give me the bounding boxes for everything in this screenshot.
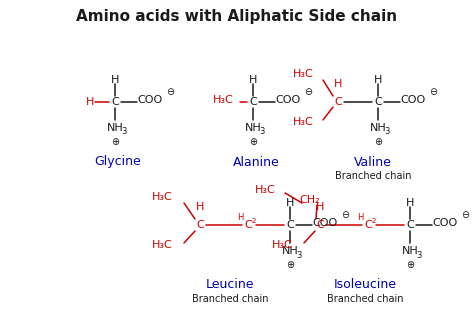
Text: C: C bbox=[406, 220, 414, 230]
Text: H₃C: H₃C bbox=[152, 240, 173, 250]
Text: 3: 3 bbox=[121, 128, 127, 137]
Text: C: C bbox=[286, 220, 294, 230]
Text: Alanine: Alanine bbox=[233, 155, 279, 169]
Text: NH: NH bbox=[370, 123, 386, 133]
Text: C: C bbox=[374, 97, 382, 107]
Text: COO: COO bbox=[432, 218, 457, 228]
Text: ⊕: ⊕ bbox=[406, 260, 414, 270]
Text: C: C bbox=[249, 97, 257, 107]
Text: CH₂: CH₂ bbox=[300, 195, 320, 205]
Text: Branched chain: Branched chain bbox=[335, 171, 411, 181]
Text: C: C bbox=[316, 220, 324, 230]
Text: H₃C: H₃C bbox=[272, 240, 292, 250]
Text: H: H bbox=[286, 198, 294, 208]
Text: ⊕: ⊕ bbox=[111, 137, 119, 147]
Text: H: H bbox=[249, 75, 257, 85]
Text: ⊕: ⊕ bbox=[374, 137, 382, 147]
Text: Valine: Valine bbox=[354, 155, 392, 169]
Text: Leucine: Leucine bbox=[206, 278, 254, 291]
Text: H: H bbox=[86, 97, 94, 107]
Text: NH: NH bbox=[282, 246, 298, 256]
Text: Glycine: Glycine bbox=[95, 155, 141, 169]
Text: 3: 3 bbox=[296, 251, 301, 259]
Text: Branched chain: Branched chain bbox=[192, 294, 268, 304]
Text: ⊖: ⊖ bbox=[341, 210, 349, 220]
Text: Isoleucine: Isoleucine bbox=[334, 278, 396, 291]
Text: H: H bbox=[357, 213, 363, 222]
Text: C: C bbox=[244, 220, 252, 230]
Text: H₃C: H₃C bbox=[292, 69, 313, 79]
Text: Amino acids with Aliphatic Side chain: Amino acids with Aliphatic Side chain bbox=[76, 8, 398, 24]
Text: H: H bbox=[334, 79, 342, 89]
Text: COO: COO bbox=[137, 95, 163, 105]
Text: H: H bbox=[406, 198, 414, 208]
Text: 3: 3 bbox=[384, 128, 390, 137]
Text: ⊖: ⊖ bbox=[429, 87, 437, 97]
Text: ⊕: ⊕ bbox=[249, 137, 257, 147]
Text: H₃C: H₃C bbox=[255, 185, 275, 195]
Text: 2: 2 bbox=[252, 218, 256, 224]
Text: 3: 3 bbox=[259, 128, 264, 137]
Text: COO: COO bbox=[275, 95, 301, 105]
Text: H: H bbox=[111, 75, 119, 85]
Text: ⊕: ⊕ bbox=[286, 260, 294, 270]
Text: ⊖: ⊖ bbox=[461, 210, 469, 220]
Text: C: C bbox=[334, 97, 342, 107]
Text: H₃C: H₃C bbox=[292, 117, 313, 127]
Text: 3: 3 bbox=[416, 251, 422, 259]
Text: H₃C: H₃C bbox=[152, 192, 173, 202]
Text: COO: COO bbox=[312, 218, 337, 228]
Text: ⊖: ⊖ bbox=[304, 87, 312, 97]
Text: NH: NH bbox=[107, 123, 123, 133]
Text: H: H bbox=[196, 202, 204, 212]
Text: C: C bbox=[364, 220, 372, 230]
Text: H: H bbox=[237, 213, 243, 222]
Text: ⊖: ⊖ bbox=[166, 87, 174, 97]
Text: COO: COO bbox=[401, 95, 426, 105]
Text: H: H bbox=[374, 75, 382, 85]
Text: 2: 2 bbox=[372, 218, 376, 224]
Text: C: C bbox=[196, 220, 204, 230]
Text: H₃C: H₃C bbox=[213, 95, 233, 105]
Text: C: C bbox=[111, 97, 119, 107]
Text: H: H bbox=[316, 202, 324, 212]
Text: NH: NH bbox=[401, 246, 419, 256]
Text: NH: NH bbox=[245, 123, 261, 133]
Text: Branched chain: Branched chain bbox=[327, 294, 403, 304]
